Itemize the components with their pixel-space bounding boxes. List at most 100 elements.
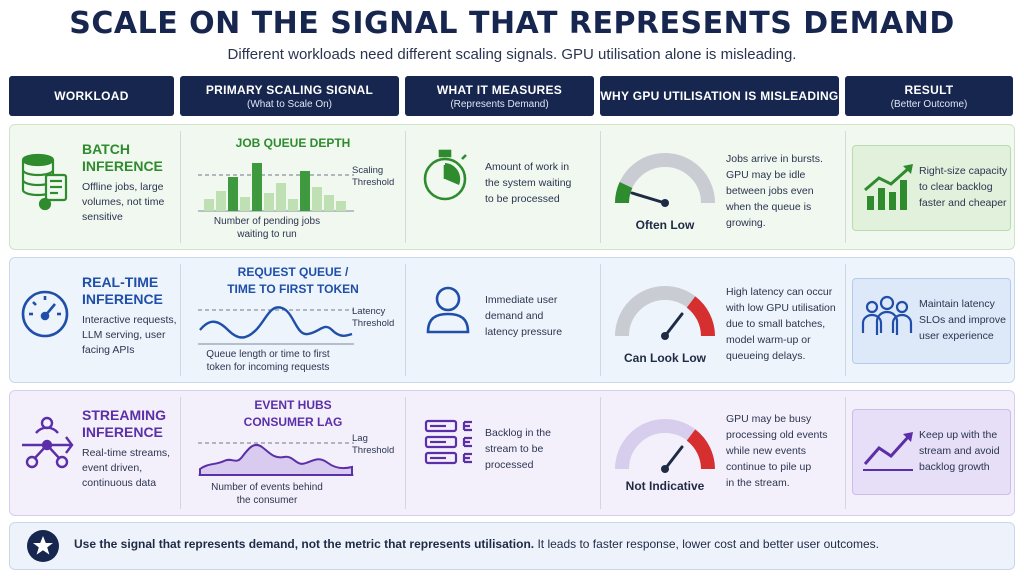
user-icon: [426, 286, 470, 334]
signal-title: JOB QUEUE DEPTH: [182, 135, 404, 152]
header-misleading: WHY GPU UTILISATION IS MISLEADING: [600, 76, 839, 116]
desc-line: Offline jobs, large: [82, 181, 164, 193]
misleading-text: Jobs arrive in bursts. GPU may be idle b…: [726, 151, 844, 231]
gpu-gauge: [615, 419, 715, 473]
threshold-label: Lag Threshold: [352, 433, 394, 457]
header-title: WHAT IT MEASURES: [436, 82, 563, 97]
workload-name: STREAMING INFERENCE: [82, 407, 180, 441]
caption-line: token for incoming requests: [206, 362, 330, 373]
chart-bar: [288, 199, 298, 211]
workload-name-line2: INFERENCE: [82, 291, 163, 307]
measures-line: demand and: [485, 310, 544, 322]
threshold-line-2: Threshold: [352, 445, 395, 456]
threshold-line-1: Scaling: [352, 165, 384, 176]
speedometer-icon: [21, 290, 69, 338]
result-box: Right-size capacity to clear backlog fas…: [852, 145, 1011, 231]
threshold-label: Scaling Threshold: [352, 165, 394, 189]
growth-chart-icon: [864, 164, 913, 210]
result-box: Maintain latency SLOs and improve user e…: [852, 278, 1011, 364]
area-chart-consumer-lag: [198, 442, 354, 476]
desc-line: LLM serving, user: [82, 329, 166, 341]
result-line: Right-size capacity: [919, 165, 1008, 177]
gauge-label: Can Look Low: [624, 351, 706, 365]
chart-bar: [204, 199, 214, 211]
desc-line: volumes, not time: [82, 196, 165, 208]
chart-bar: [228, 177, 238, 211]
measures-line: stream to be: [485, 443, 544, 455]
star-badge-icon: [27, 530, 59, 562]
chart-bar: [312, 187, 322, 211]
footer-callout: Use the signal that represents demand, n…: [9, 522, 1015, 570]
workload-name-line1: BATCH: [82, 141, 130, 157]
header-subtitle: (Better Outcome): [890, 98, 968, 110]
event-backlog-icon: [424, 419, 472, 465]
measures-line: processed: [485, 459, 534, 471]
misleading-line: growing.: [726, 217, 766, 229]
chart-bar: [264, 193, 274, 211]
result-line: faster and cheaper: [919, 197, 1007, 209]
result-line: stream and avoid: [919, 445, 1000, 457]
result-line: backlog growth: [919, 461, 990, 473]
signal-caption: Number of pending jobs waiting to run: [182, 215, 352, 241]
signal-title-line: TIME TO FIRST TOKEN: [227, 282, 359, 296]
header-subtitle: (What to Scale On): [246, 98, 333, 110]
signal-caption: Number of events behind the consumer: [182, 481, 352, 507]
misleading-line: in the stream.: [726, 477, 790, 489]
row-real-time-inference: REAL-TIME INFERENCE Interactive requests…: [9, 257, 1015, 383]
desc-line: sensitive: [82, 211, 123, 223]
misleading-line: GPU may be idle: [726, 169, 806, 181]
measures-line: Amount of work in: [485, 161, 570, 173]
result-line: to clear backlog: [919, 181, 993, 193]
database-gear-icon: [21, 153, 68, 211]
misleading-line: processing old events: [726, 429, 828, 441]
workload-name-line1: STREAMING: [82, 407, 166, 423]
workload-name-line2: INFERENCE: [82, 424, 163, 440]
misleading-line: between jobs even: [726, 185, 814, 197]
misleading-line: with low GPU utilisation: [726, 302, 836, 314]
result-line: Maintain latency: [919, 298, 995, 310]
result-text: Maintain latency SLOs and improve user e…: [919, 296, 1009, 344]
gpu-gauge: [615, 153, 715, 207]
chart-bar: [252, 163, 262, 211]
threshold-label: Latency Threshold: [352, 306, 394, 330]
header-measures: WHAT IT MEASURES (Represents Demand): [405, 76, 594, 116]
workload-description: Offline jobs, large volumes, not time se…: [82, 180, 177, 225]
caption-line: waiting to run: [237, 229, 297, 240]
header-workload: WORKLOAD: [9, 76, 174, 116]
header-title: WHY GPU UTILISATION IS MISLEADING: [600, 89, 839, 103]
footer-rest: It leads to faster response, lower cost …: [534, 537, 879, 551]
caption-line: Number of events behind: [211, 482, 323, 493]
workload-name-line2: INFERENCE: [82, 158, 163, 174]
header-signal: PRIMARY SCALING SIGNAL (What to Scale On…: [180, 76, 399, 116]
misleading-line: queueing delays.: [726, 350, 806, 362]
chart-bar: [276, 183, 286, 211]
caption-line: Queue length or time to first: [206, 349, 330, 360]
signal-title: REQUEST QUEUE / TIME TO FIRST TOKEN: [182, 264, 404, 298]
header-result: RESULT (Better Outcome): [845, 76, 1013, 116]
result-line: user experience: [919, 330, 994, 342]
measures-line: the system waiting: [485, 177, 572, 189]
misleading-line: due to small batches,: [726, 318, 826, 330]
threshold-line-1: Latency: [352, 306, 386, 317]
threshold-line-2: Threshold: [352, 318, 395, 329]
workload-name-line1: REAL-TIME: [82, 274, 159, 290]
signal-title-line: JOB QUEUE DEPTH: [235, 136, 351, 150]
chart-series-line: [199, 306, 353, 339]
desc-line: event driven,: [82, 462, 143, 474]
gauge-needle: [630, 191, 667, 205]
chart-bar: [240, 197, 250, 211]
signal-title-line: CONSUMER LAG: [243, 415, 343, 429]
signal-title-line: EVENT HUBS: [254, 398, 332, 412]
result-text: Right-size capacity to clear backlog fas…: [919, 163, 1009, 211]
misleading-line: High latency can occur: [726, 286, 833, 298]
chart-bar: [300, 171, 310, 211]
result-box: Keep up with the stream and avoid backlo…: [852, 409, 1011, 495]
measures-line: to be processed: [485, 193, 560, 205]
misleading-line: while new events: [726, 445, 806, 457]
result-line: SLOs and improve: [919, 314, 1006, 326]
misleading-text: GPU may be busy processing old events wh…: [726, 411, 846, 491]
workload-description: Real-time streams, event driven, continu…: [82, 446, 180, 491]
footer-bold: Use the signal that represents demand, n…: [74, 537, 535, 551]
threshold-line-2: Threshold: [352, 177, 395, 188]
gauge-needle: [663, 445, 684, 471]
